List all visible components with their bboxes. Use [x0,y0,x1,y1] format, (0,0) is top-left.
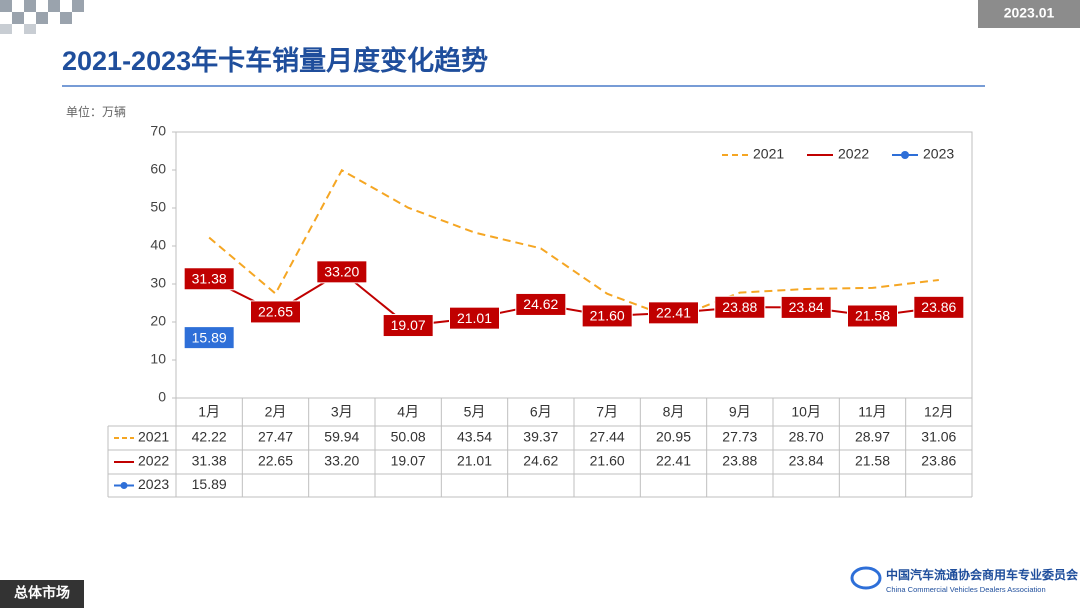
table-cell: 43.54 [457,429,492,445]
unit-label: 单位：万辆 [66,104,126,119]
table-cell: 22.41 [656,453,691,469]
data-label: 22.41 [656,305,691,321]
y-tick-label: 70 [150,123,166,139]
table-cell: 27.44 [590,429,625,445]
data-label: 21.60 [590,308,625,324]
data-label-box [382,314,434,338]
legend-label: 2022 [838,146,869,162]
table-cell: 21.01 [457,453,492,469]
data-label: 21.58 [855,308,890,324]
x-tick-label: 12月 [924,404,954,420]
section-box [0,580,84,608]
data-label: 23.86 [921,299,956,315]
table-cell: 28.70 [789,429,824,445]
x-tick-label: 9月 [729,404,751,420]
y-tick-label: 40 [150,237,166,253]
table-cell: 21.58 [855,453,890,469]
chart-title: 2021-2023年卡车销量月度变化趋势 [62,45,488,76]
table-cell: 33.20 [324,453,359,469]
table-cell: 19.07 [391,453,426,469]
x-tick-label: 11月 [858,404,887,420]
org-en: China Commercial Vehicles Dealers Associ… [886,585,1046,594]
org-cn: 中国汽车流通协会商用车专业委员会 [886,567,1079,582]
table-cell: 23.88 [722,453,757,469]
data-label-box [250,300,301,324]
data-label-box [449,306,500,330]
series-line [208,168,939,320]
corner-decor [0,0,84,34]
y-tick-label: 30 [150,275,166,291]
table-series-name: 2022 [138,453,169,469]
data-label-box [581,304,633,328]
y-tick-label: 50 [150,199,166,215]
data-label: 33.20 [324,264,359,280]
y-tick-label: 0 [158,389,166,405]
legend-label: 2023 [923,146,954,162]
table-series-name: 2021 [138,429,169,445]
data-label-box [183,326,235,350]
x-tick-label: 1月 [198,404,220,420]
x-tick-label: 2月 [265,404,287,420]
section: 总体市场 [14,585,70,601]
table-cell: 21.60 [590,453,625,469]
data-label-box [714,295,766,319]
data-label-box [780,295,832,319]
data-label: 19.07 [391,317,426,333]
data-label: 24.62 [523,296,558,312]
table-cell: 31.38 [192,453,227,469]
plot-area [175,131,973,399]
data-label: 23.88 [722,299,757,315]
table-cell: 50.08 [391,429,426,445]
legend-marker [901,151,909,159]
table-cell: 15.89 [192,476,227,492]
table-cell: 27.47 [258,429,293,445]
table-cell: 31.06 [921,429,956,445]
table-cell: 24.62 [523,453,558,469]
x-tick-label: 8月 [663,404,685,420]
data-label-box [515,292,567,316]
data-label-box [913,295,965,319]
data-label-box [316,260,368,284]
table-series-name: 2023 [138,476,169,492]
logo [850,566,882,590]
data-label: 21.01 [457,310,492,326]
table-cell: 28.97 [855,429,890,445]
table-cell: 42.22 [192,429,227,445]
data-label: 31.38 [192,270,227,286]
data-label-box [847,304,898,328]
data-label: 23.84 [789,299,824,315]
data-label-box [183,267,235,291]
x-tick-label: 10月 [791,404,821,420]
data-label-box [648,301,699,325]
table-cell: 59.94 [324,429,359,445]
y-tick-label: 20 [150,313,166,329]
data-label: 22.65 [258,304,293,320]
date: 2023.01 [1004,5,1055,21]
legend-label: 2021 [753,146,784,162]
data-label: 15.89 [192,329,227,345]
table-cell: 27.73 [722,429,757,445]
table-cell: 23.86 [921,453,956,469]
x-tick-label: 6月 [530,404,552,420]
y-tick-label: 60 [150,161,166,177]
table-legend-marker [120,482,128,489]
table-cell: 20.95 [656,429,691,445]
y-tick-label: 10 [150,351,166,367]
x-tick-label: 5月 [464,404,486,420]
date-box [978,0,1080,28]
x-tick-label: 7月 [596,404,618,420]
table-cell: 23.84 [789,453,824,469]
x-tick-label: 3月 [331,404,353,420]
x-tick-label: 4月 [397,404,419,420]
table-cell: 22.65 [258,453,293,469]
table-cell: 39.37 [523,429,558,445]
